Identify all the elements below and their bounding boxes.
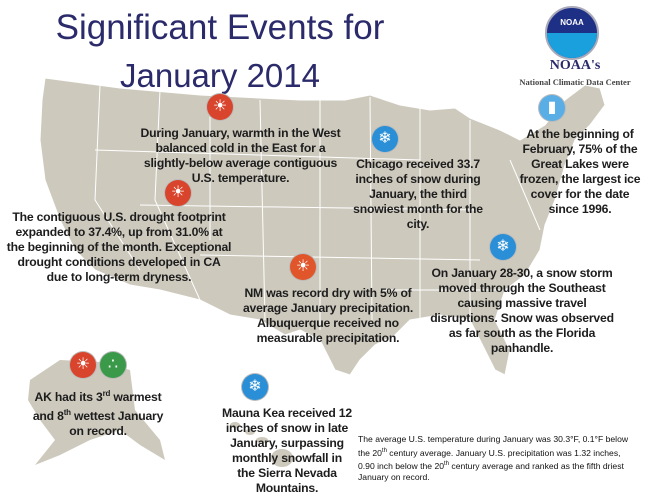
state-borders [94,84,541,330]
snowflake-icon: ❄ [490,234,516,260]
dry-icon: ☀ [290,254,316,280]
event-nm: NM was record dry with 5% of average Jan… [242,286,414,345]
logo-name: NOAA's [549,58,601,73]
noaa-logo: NOAA [545,6,599,60]
page-title-date: January 2014 [120,57,320,94]
page-title: Significant Events for [55,8,385,47]
alaska-land [28,360,165,465]
event-great-lakes: At the beginning of February, 75% of the… [519,127,641,216]
snowflake-icon: ❄ [242,374,268,400]
ice-icon: ▮ [539,95,565,121]
event-southeast: On January 28-30, a snow storm moved thr… [430,266,614,355]
event-warmth: During January, warmth in the West balan… [140,126,341,185]
event-alaska: AK had its 3rd warmest and 8th wettest J… [32,389,164,439]
drought-icon: ☀ [165,180,191,206]
logo-subtitle: National Climatic Data Center [519,77,631,87]
event-drought: The contiguous U.S. drought footprint ex… [6,210,232,284]
hawaii-land [230,422,293,467]
snowflake-icon: ❄ [372,126,398,152]
thermometer-icon: ☀ [70,352,96,378]
thermometer-icon: ☀ [207,94,233,120]
footnote: The average U.S. temperature during Janu… [358,434,629,483]
event-mauna-kea: Mauna Kea received 12 inches of snow in … [222,406,352,495]
rain-icon: ∴ [100,352,126,378]
event-chicago: Chicago received 33.7 inches of snow dur… [353,157,483,231]
